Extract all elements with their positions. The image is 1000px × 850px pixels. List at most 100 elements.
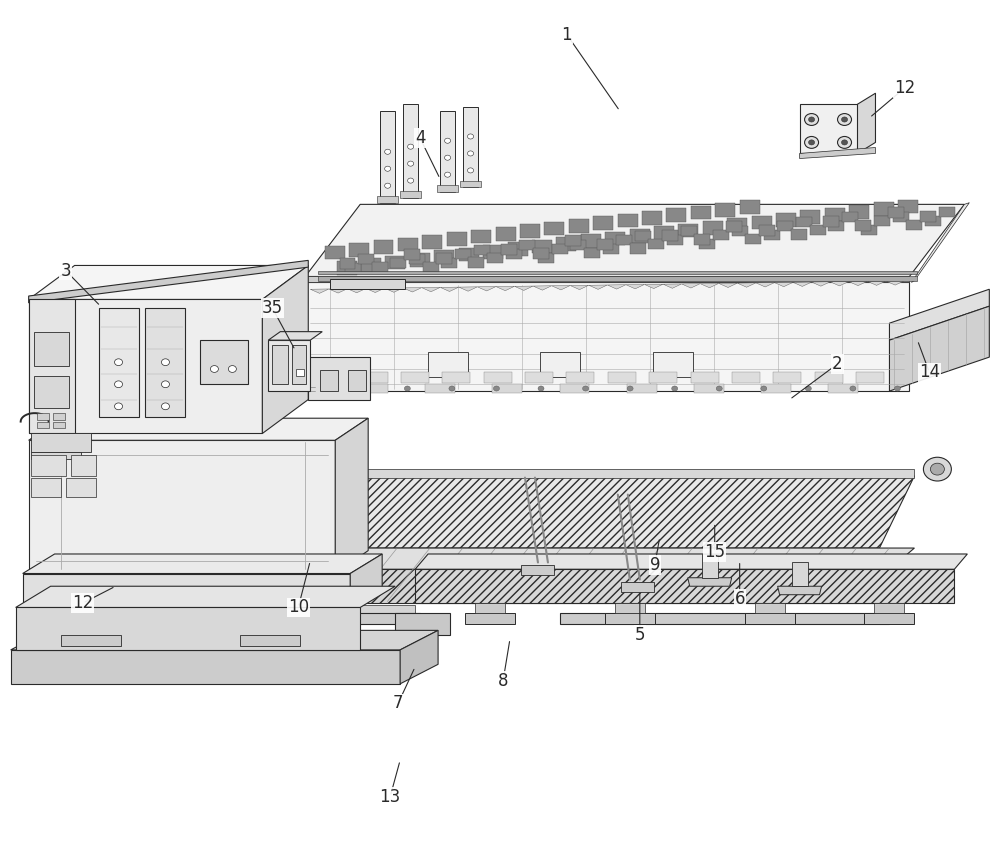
Polygon shape	[925, 216, 941, 226]
Polygon shape	[713, 230, 729, 241]
Polygon shape	[415, 570, 954, 603]
Circle shape	[838, 114, 852, 126]
Polygon shape	[635, 230, 651, 241]
Polygon shape	[849, 281, 867, 286]
Polygon shape	[540, 352, 580, 377]
Polygon shape	[533, 286, 552, 290]
Circle shape	[449, 386, 455, 391]
Polygon shape	[648, 239, 664, 249]
Polygon shape	[793, 282, 812, 286]
Polygon shape	[422, 287, 440, 292]
Polygon shape	[560, 384, 589, 393]
Circle shape	[761, 386, 767, 391]
Circle shape	[161, 359, 169, 366]
Text: 9: 9	[650, 556, 660, 574]
Polygon shape	[380, 111, 395, 202]
Polygon shape	[99, 308, 139, 416]
Polygon shape	[703, 221, 723, 235]
Polygon shape	[856, 372, 884, 382]
Polygon shape	[800, 148, 875, 159]
Polygon shape	[607, 285, 626, 289]
Polygon shape	[31, 434, 91, 452]
Polygon shape	[874, 216, 890, 226]
Circle shape	[930, 463, 944, 475]
Polygon shape	[220, 469, 914, 478]
Polygon shape	[727, 218, 747, 232]
Polygon shape	[702, 554, 718, 578]
Polygon shape	[906, 220, 922, 230]
Polygon shape	[477, 286, 496, 291]
Circle shape	[385, 150, 391, 155]
Polygon shape	[532, 240, 552, 253]
Polygon shape	[618, 213, 638, 227]
Polygon shape	[828, 221, 844, 231]
Circle shape	[809, 117, 815, 122]
Polygon shape	[66, 479, 96, 497]
Polygon shape	[719, 283, 737, 287]
Circle shape	[315, 386, 321, 391]
Polygon shape	[345, 263, 361, 273]
Polygon shape	[31, 452, 81, 459]
Polygon shape	[61, 636, 121, 646]
Polygon shape	[893, 212, 909, 222]
Polygon shape	[330, 279, 405, 289]
Polygon shape	[325, 246, 345, 259]
Polygon shape	[774, 282, 793, 286]
Text: 6: 6	[734, 590, 745, 608]
Polygon shape	[358, 384, 388, 393]
Polygon shape	[569, 219, 589, 233]
Polygon shape	[662, 230, 678, 241]
Polygon shape	[320, 370, 338, 391]
Polygon shape	[496, 286, 515, 291]
Polygon shape	[800, 210, 820, 224]
Polygon shape	[828, 384, 858, 393]
Polygon shape	[318, 372, 346, 382]
Polygon shape	[29, 299, 75, 434]
Polygon shape	[468, 258, 484, 268]
Polygon shape	[519, 240, 535, 250]
Polygon shape	[455, 249, 471, 259]
Polygon shape	[654, 226, 674, 240]
Circle shape	[923, 457, 951, 481]
Polygon shape	[644, 284, 663, 288]
Polygon shape	[400, 190, 421, 197]
Polygon shape	[920, 212, 936, 222]
Circle shape	[115, 403, 123, 410]
Polygon shape	[185, 476, 914, 548]
Polygon shape	[292, 345, 306, 384]
Polygon shape	[192, 614, 420, 625]
Polygon shape	[694, 235, 710, 245]
Polygon shape	[825, 207, 845, 221]
Polygon shape	[694, 384, 724, 393]
Polygon shape	[329, 289, 347, 293]
Circle shape	[468, 134, 474, 139]
Polygon shape	[874, 604, 904, 614]
Polygon shape	[552, 286, 570, 290]
Polygon shape	[459, 247, 479, 261]
Polygon shape	[815, 372, 843, 382]
Polygon shape	[699, 239, 715, 249]
Polygon shape	[778, 586, 822, 595]
Polygon shape	[777, 221, 793, 231]
Circle shape	[210, 366, 218, 372]
Polygon shape	[348, 370, 366, 391]
Polygon shape	[308, 357, 370, 400]
Polygon shape	[506, 249, 522, 259]
Circle shape	[404, 386, 410, 391]
Polygon shape	[310, 289, 329, 293]
Text: 13: 13	[380, 788, 401, 806]
Polygon shape	[678, 224, 698, 237]
Polygon shape	[556, 237, 576, 251]
Circle shape	[385, 166, 391, 171]
Polygon shape	[31, 479, 61, 497]
Text: 3: 3	[60, 262, 71, 280]
Polygon shape	[483, 245, 503, 258]
Circle shape	[583, 386, 589, 391]
Polygon shape	[653, 352, 693, 377]
Polygon shape	[441, 258, 457, 268]
Circle shape	[672, 386, 678, 391]
Polygon shape	[552, 244, 568, 254]
Polygon shape	[520, 224, 540, 238]
Polygon shape	[791, 230, 807, 240]
Circle shape	[408, 144, 414, 150]
